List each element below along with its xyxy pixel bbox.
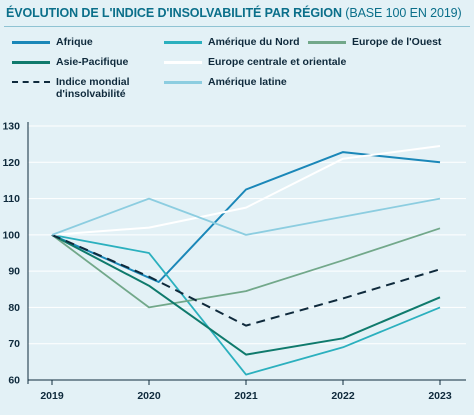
legend-swatch-europe-centrale [164, 61, 202, 64]
chart-title-sub: (BASE 100 EN 2019) [345, 6, 462, 20]
legend-swatch-afrique [12, 41, 50, 44]
series-line-asie-pacifique [51, 234, 441, 356]
legend-swatch-amerique-du-nord [164, 41, 202, 44]
chart-title: ÉVOLUTION DE L'INDICE D'INSOLVABILITÉ PA… [6, 6, 462, 20]
y-tick-110: 110 [3, 193, 20, 205]
x-tick-2022: 2022 [331, 390, 355, 402]
series-line-indice-mondial-d-insolvabilite [51, 233, 441, 327]
x-tick-2019: 2019 [40, 390, 64, 402]
x-tick-2021: 2021 [234, 390, 258, 402]
y-tick-130: 130 [2, 121, 20, 133]
legend-swatch-europe-ouest [308, 41, 346, 44]
series-line-amerique-du-nord [51, 234, 441, 376]
legend-swatch-asie-pacifique [12, 61, 50, 64]
legend-label-amerique-du-nord: Amérique du Nord [208, 36, 300, 48]
series-line-europe-de-l-ouest [51, 227, 441, 309]
legend-swatch-amerique-latine [164, 81, 202, 84]
title-divider [4, 26, 470, 27]
x-tick-2023: 2023 [428, 390, 452, 402]
chart-title-main: ÉVOLUTION DE L'INDICE D'INSOLVABILITÉ PA… [6, 6, 342, 20]
legend-label-asie-pacifique: Asie-Pacifique [56, 56, 129, 68]
y-tick-80: 80 [8, 302, 20, 314]
y-tick-120: 120 [2, 157, 20, 169]
series-line-amerique-latine [51, 197, 441, 236]
legend-label-indice-mondial: Indice mondial d'insolvabilité [56, 76, 130, 100]
y-tick-60: 60 [8, 375, 20, 387]
series-line-afrique [51, 151, 441, 283]
y-tick-100: 100 [2, 229, 20, 241]
x-tick-2020: 2020 [137, 390, 161, 402]
series-line-europe-centrale-et-orientale [51, 145, 441, 236]
chart-legend: Afrique Amérique du Nord Europe de l'Oue… [0, 30, 474, 110]
y-tick-70: 70 [8, 338, 20, 350]
legend-label-amerique-latine: Amérique latine [208, 76, 287, 88]
legend-label-afrique: Afrique [56, 36, 93, 48]
legend-label-europe-ouest: Europe de l'Ouest [352, 36, 442, 48]
legend-item-indice-mondial: Indice mondial d'insolvabilité [12, 76, 130, 100]
y-tick-90: 90 [8, 266, 20, 278]
legend-swatch-indice-mondial [12, 81, 50, 83]
legend-label-europe-centrale: Europe centrale et orientale [208, 56, 347, 68]
